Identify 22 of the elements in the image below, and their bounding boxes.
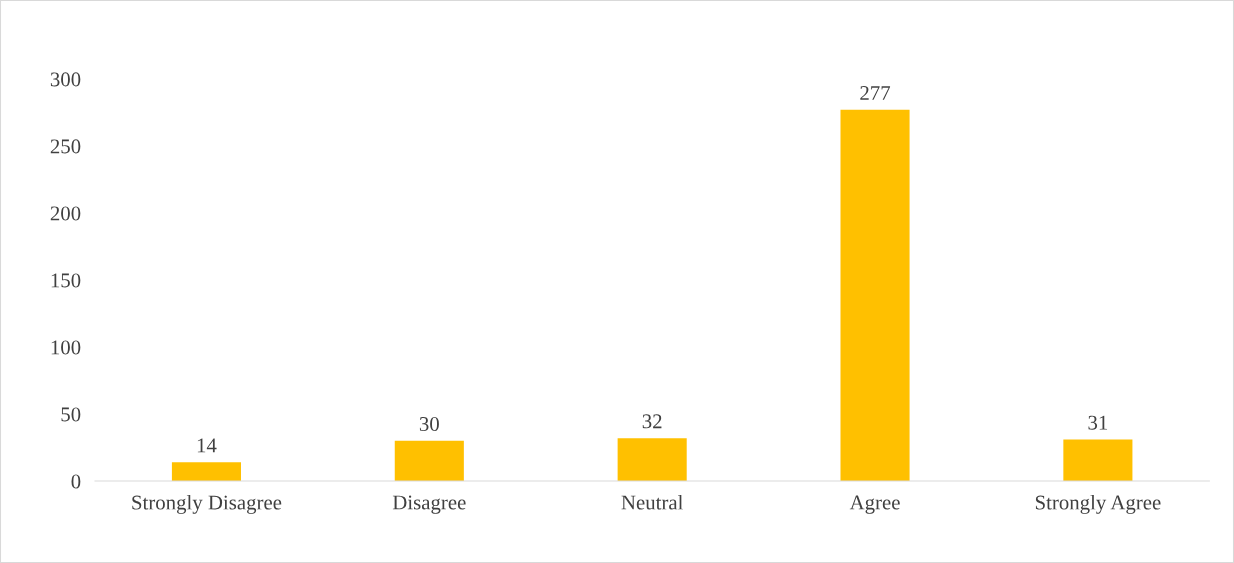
x-tick-label: Strongly Disagree [132, 494, 282, 514]
y-tick-label: 50 [61, 407, 81, 422]
y-tick-label: 300 [50, 72, 81, 87]
data-label: 30 [419, 416, 439, 432]
y-tick-label: 100 [51, 340, 81, 355]
y-tick-label: 200 [50, 206, 81, 221]
data-label: 14 [197, 438, 217, 453]
x-tick-label: Agree [849, 495, 900, 514]
data-label: 31 [1088, 415, 1108, 430]
data-label: 32 [642, 414, 662, 429]
bar [840, 109, 910, 482]
y-tick-label: 0 [71, 474, 81, 489]
x-tick-label: Neutral [621, 494, 683, 510]
x-tick-label: Strongly Agree [1035, 494, 1161, 514]
bar [617, 438, 687, 482]
data-label: 277 [860, 86, 891, 100]
y-tick-label: 150 [51, 273, 81, 288]
y-tick-label: 250 [50, 139, 81, 154]
bar [1063, 439, 1133, 482]
bar [394, 440, 464, 482]
x-tick-label: Disagree [392, 495, 466, 514]
bar [171, 462, 241, 482]
